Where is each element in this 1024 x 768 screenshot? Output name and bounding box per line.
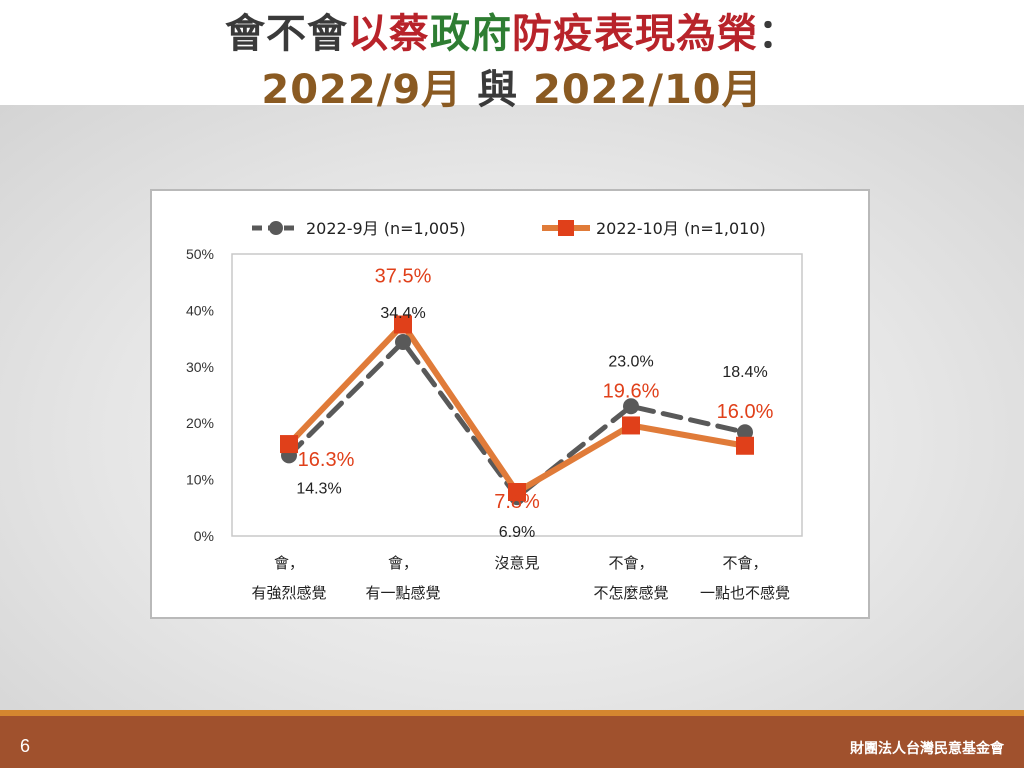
data-point-square: [394, 315, 412, 334]
title-segment: 2022/9月: [261, 67, 463, 113]
x-tick-label: 沒意見: [494, 554, 539, 572]
slide-title: 會不會以蔡政府防疫表現為榮： 2022/9月 與 2022/10月: [0, 6, 1024, 118]
title-segment: 會不會: [225, 11, 348, 57]
organization-name: 財團法人台灣民意基金會: [850, 741, 1004, 757]
y-tick-label: 40%: [186, 302, 214, 318]
page-number: 6: [20, 736, 31, 756]
chart-panel: 0% 10% 20% 30% 40% 50% 會， 有強烈感覺 會， 有一點感覺 沒意見 不會， 不怎麼…: [150, 189, 870, 619]
data-point-circle: [395, 333, 411, 350]
y-tick-label: 20%: [186, 415, 214, 431]
x-tick-label: 不會，: [608, 554, 653, 572]
legend-label: 2022-9月 (n=1,005): [306, 219, 466, 238]
legend-marker: [269, 221, 283, 235]
title-segment: 與: [462, 67, 534, 113]
title-segment: 以蔡: [348, 11, 430, 57]
x-tick-label: 不怎麼感覺: [593, 584, 668, 602]
x-tick-label: 會，: [388, 554, 418, 572]
title-segment: 防疫表現為榮: [512, 11, 758, 57]
x-tick-label: 會，: [274, 554, 304, 572]
x-tick-label: 不會，: [722, 554, 767, 572]
y-tick-label: 0%: [194, 528, 214, 544]
legend-marker: [558, 220, 574, 236]
data-point-square: [736, 436, 754, 455]
line-chart: 0% 10% 20% 30% 40% 50% 會， 有強烈感覺 會， 有一點感覺 沒意見 不會， 不怎麼…: [186, 219, 803, 602]
data-label: 18.4%: [722, 364, 767, 381]
y-tick-label: 10%: [186, 472, 214, 488]
data-label: 37.5%: [375, 266, 432, 288]
data-point-square: [508, 483, 526, 502]
data-label: 7.8%: [494, 491, 540, 513]
title-segment: 政府: [430, 11, 512, 57]
data-point-circle: [737, 424, 753, 441]
data-label: 6.9%: [499, 524, 535, 541]
data-label: 23.0%: [608, 353, 653, 370]
data-label: 14.3%: [296, 480, 341, 497]
data-point-square: [280, 435, 298, 454]
title-segment: ：: [758, 11, 799, 57]
data-point-square: [622, 416, 640, 435]
legend-label: 2022-10月 (n=1,010): [596, 219, 766, 238]
x-tick-label: 有一點感覺: [365, 584, 440, 602]
footer-bar: 6 財團法人台灣民意基金會: [0, 710, 1024, 768]
data-label: 34.4%: [380, 305, 425, 322]
data-label: 16.3%: [298, 449, 355, 471]
title-line-1: 會不會以蔡政府防疫表現為榮：: [0, 6, 1024, 62]
x-tick-label: 一點也不感覺: [700, 584, 790, 602]
y-tick-label: 50%: [186, 246, 214, 262]
y-tick-label: 30%: [186, 359, 214, 375]
data-point-circle: [623, 398, 639, 415]
title-line-2: 2022/9月 與 2022/10月: [0, 62, 1024, 118]
data-label: 19.6%: [603, 380, 660, 402]
data-label: 16.0%: [717, 401, 774, 423]
title-segment: 2022/10月: [533, 67, 763, 113]
x-tick-label: 有強烈感覺: [251, 584, 326, 602]
